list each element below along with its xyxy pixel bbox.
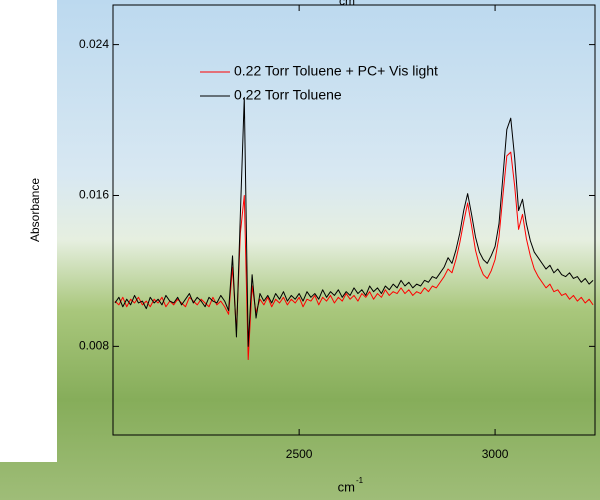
legend-label: 0.22 Torr Toluene + PC+ Vis light [234,63,438,79]
legend-label: 0.22 Torr Toluene [234,87,342,103]
y-tick-label: 0.008 [79,339,109,353]
x-axis-label-sup: -1 [356,476,364,485]
series-line [114,96,594,347]
y-tick-label: 0.016 [79,188,109,202]
y-tick-label: 0.024 [79,37,109,51]
series-line [114,151,594,361]
x-tick-label: 2500 [286,447,313,461]
label-panel [0,0,57,462]
x-axis-label: cm [338,479,355,494]
y-axis-label: Absorbance [28,178,42,242]
plot-frame [112,4,596,436]
x-tick-label: 3000 [482,447,509,461]
top-axis-label: cm [339,0,355,8]
